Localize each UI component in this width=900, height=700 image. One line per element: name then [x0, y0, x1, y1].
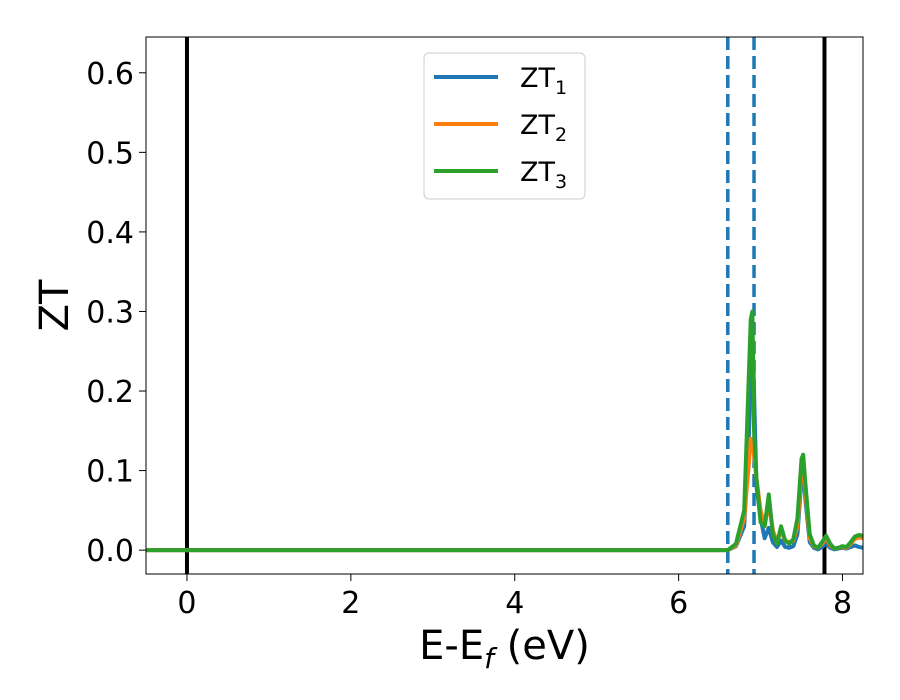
- legend-box: [423, 52, 586, 200]
- y-tick-label: 0.1: [86, 455, 134, 490]
- x-tick-label: 8: [833, 586, 852, 621]
- axes: 0 2 4 6 8 0.0 0.1 0.2 0.3 0.4 0.5 0.6 E-Ef (eV) ZT: [32, 36, 864, 675]
- plot-area: [146, 37, 863, 574]
- legend-label-3: ZT3: [520, 157, 567, 193]
- legend-label-2: ZT2: [520, 110, 567, 146]
- x-tick-label: 2: [341, 586, 360, 621]
- y-axis-label: ZT: [32, 279, 78, 331]
- x-axis-label: E-Ef (eV): [419, 623, 590, 675]
- x-tick-label: 4: [505, 586, 524, 621]
- y-tick-label: 0.3: [86, 295, 134, 330]
- y-tick-label: 0.2: [86, 375, 134, 410]
- x-tick-label: 6: [669, 586, 688, 621]
- y-tick-label: 0.0: [86, 534, 134, 569]
- series-line-3: [146, 309, 863, 553]
- legend-label-1: ZT1: [520, 63, 567, 99]
- legend: ZT1 ZT2 ZT3: [423, 52, 586, 200]
- y-tick-label: 0.6: [86, 57, 134, 92]
- axes-frame: [145, 36, 864, 575]
- y-tick-label: 0.4: [86, 216, 134, 251]
- x-tick-label: 0: [177, 586, 196, 621]
- y-tick-label: 0.5: [86, 136, 134, 171]
